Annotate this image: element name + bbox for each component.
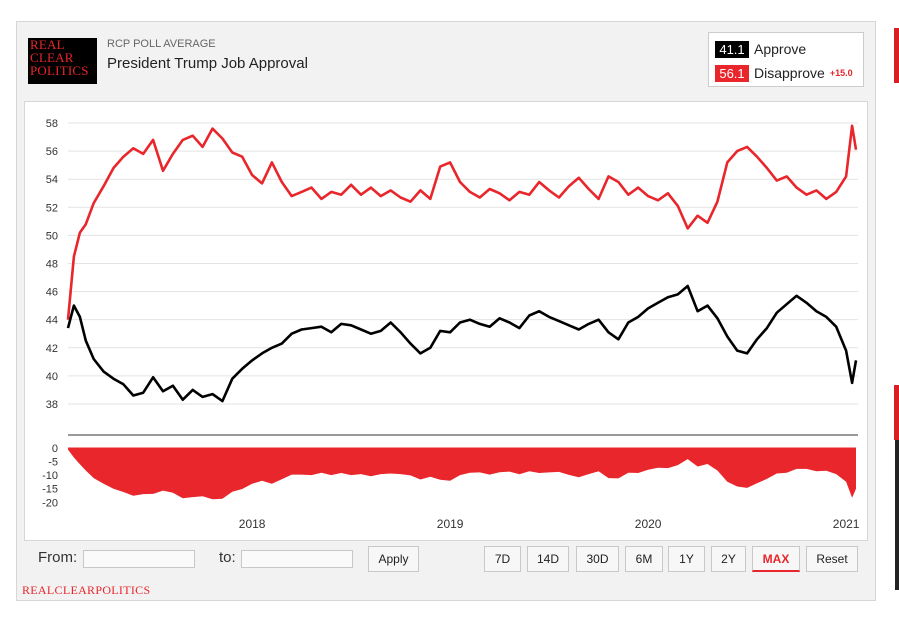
- range-button-6m[interactable]: 6M: [625, 546, 663, 572]
- x-tick-label: 2018: [239, 517, 266, 531]
- side-ad-strip-mid: [894, 385, 899, 440]
- range-button-2y[interactable]: 2Y: [711, 546, 746, 572]
- range-button-max[interactable]: MAX: [752, 546, 800, 572]
- logo-line-3: POLITICS: [30, 63, 89, 78]
- y-tick-label: 54: [46, 174, 58, 186]
- spread-change: +15.0: [829, 68, 853, 78]
- footer-brand: REALCLEARPOLITICS: [22, 583, 151, 597]
- y-tick-label: 50: [46, 230, 58, 242]
- legend-approve: 41.1 Approve: [715, 39, 806, 59]
- x-tick-label: 2019: [437, 517, 464, 531]
- to-label: to:: [219, 549, 236, 566]
- y-tick-label: 56: [46, 146, 58, 158]
- x-tick-label: 2020: [635, 517, 662, 531]
- approve-value: 41.1: [715, 40, 749, 58]
- apply-button[interactable]: Apply: [368, 546, 419, 572]
- logo-line-2: CLEAR: [30, 50, 74, 65]
- side-ad-strip-top: [894, 28, 899, 83]
- range-button-30d[interactable]: 30D: [576, 546, 619, 572]
- side-ad-strip-bottom: [895, 440, 899, 590]
- range-button-1y[interactable]: 1Y: [668, 546, 705, 572]
- legend-disapprove: 56.1 Disapprove +15.0: [715, 63, 853, 83]
- spread-tick-label: -15: [42, 484, 58, 496]
- y-tick-label: 46: [46, 287, 58, 299]
- x-tick-label: 2021: [833, 517, 860, 531]
- approve-label: Approve: [754, 41, 807, 57]
- spread-tick-label: -20: [42, 497, 58, 509]
- spread-tick-label: 0: [52, 443, 58, 455]
- y-tick-label: 42: [46, 343, 58, 355]
- rcp-logo: REAL CLEAR POLITICS: [28, 38, 97, 84]
- from-label: From:: [38, 549, 78, 566]
- y-tick-label: 58: [46, 118, 58, 130]
- to-date-input[interactable]: [241, 550, 353, 568]
- chart-subtitle: RCP POLL AVERAGE: [107, 38, 216, 50]
- disapprove-value: 56.1: [715, 64, 749, 82]
- legend: 41.1 Approve 56.1 Disapprove +15.0: [708, 32, 864, 87]
- spread-area: [68, 448, 856, 500]
- y-tick-label: 52: [46, 202, 58, 214]
- y-tick-label: 44: [46, 315, 58, 327]
- y-tick-label: 40: [46, 371, 58, 383]
- range-button-7d[interactable]: 7D: [484, 546, 521, 572]
- y-tick-label: 38: [46, 399, 58, 411]
- reset-button[interactable]: Reset: [806, 546, 858, 572]
- range-button-14d[interactable]: 14D: [527, 546, 569, 572]
- disapprove-series-line: [66, 124, 858, 320]
- disapprove-label: Disapprove: [754, 65, 825, 81]
- approve-series-line: [66, 284, 858, 403]
- logo-line-1: REAL: [30, 37, 65, 52]
- spread-tick-label: -10: [42, 470, 58, 482]
- chart-title: President Trump Job Approval: [107, 55, 308, 72]
- y-tick-label: 48: [46, 258, 58, 270]
- from-date-input[interactable]: [83, 550, 195, 568]
- spread-tick-label: -5: [48, 457, 58, 469]
